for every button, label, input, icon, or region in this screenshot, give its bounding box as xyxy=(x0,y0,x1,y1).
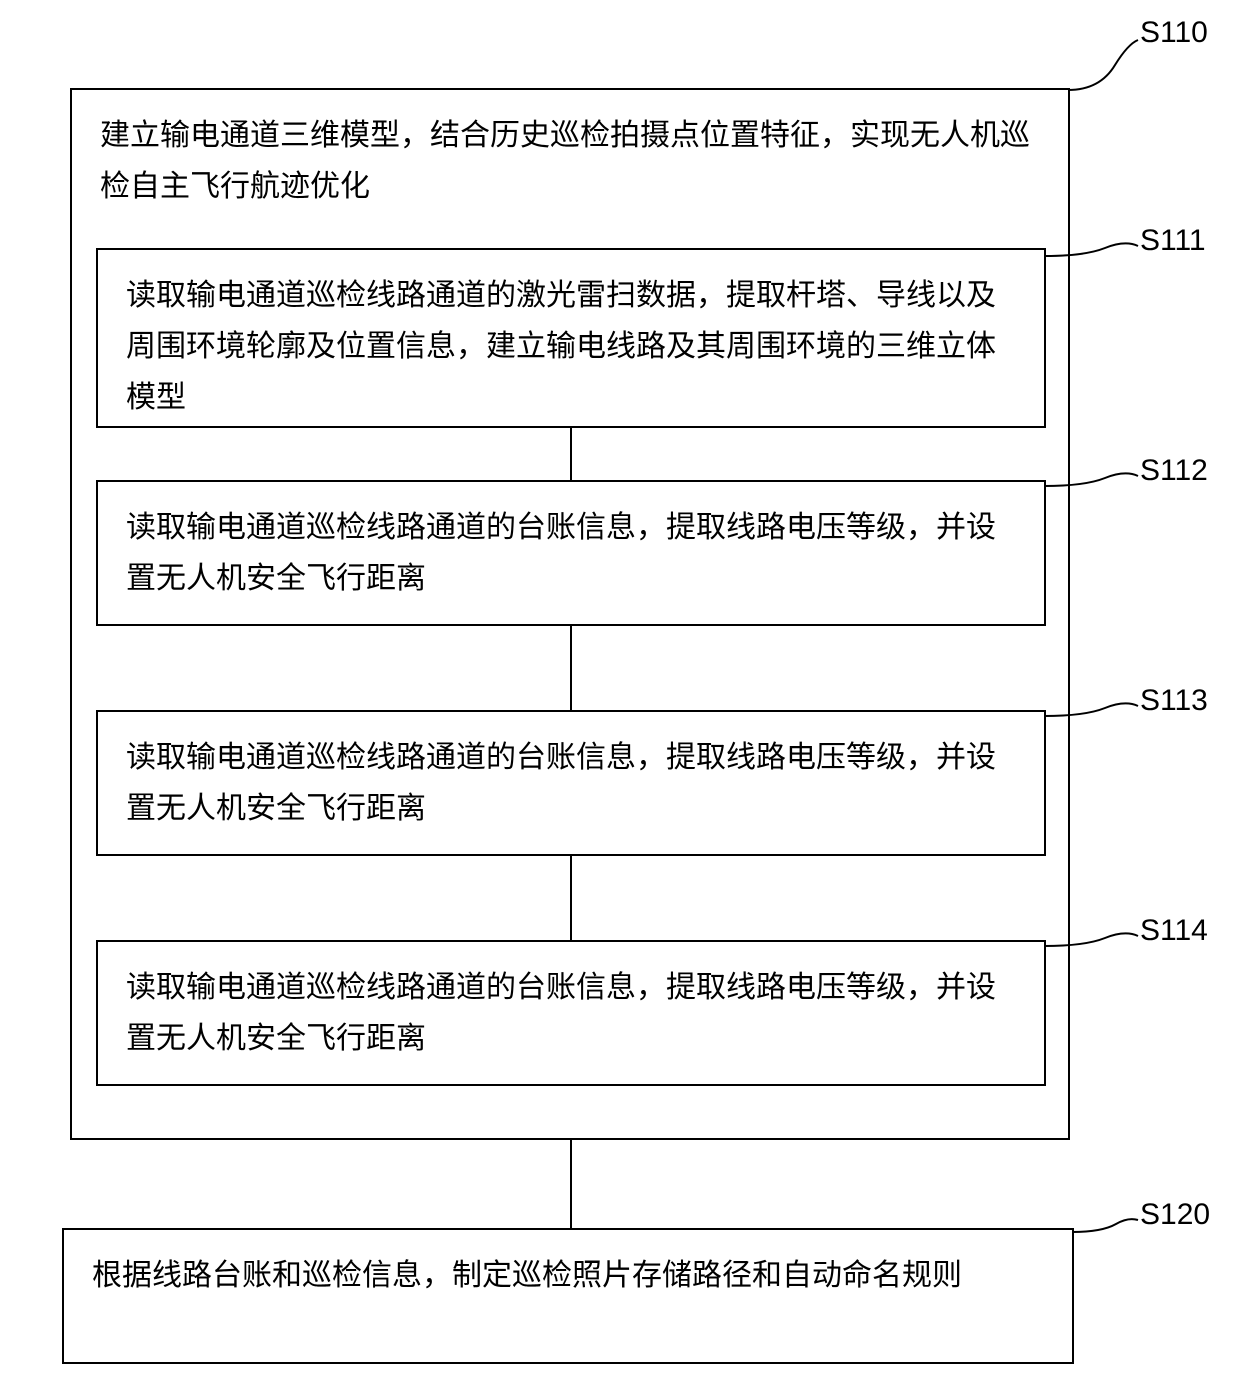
box-s114: 读取输电通道巡检线路通道的台账信息，提取线路电压等级，并设置无人机安全飞行距离 xyxy=(96,940,1046,1086)
box-s110-text: 建立输电通道三维模型，结合历史巡检拍摄点位置特征，实现无人机巡检自主飞行航迹优化 xyxy=(100,110,1040,212)
box-s112: 读取输电通道巡检线路通道的台账信息，提取线路电压等级，并设置无人机安全飞行距离 xyxy=(96,480,1046,626)
box-s111: 读取输电通道巡检线路通道的激光雷扫数据，提取杆塔、导线以及周围环境轮廓及位置信息… xyxy=(96,248,1046,428)
label-s111: S111 xyxy=(1140,224,1206,258)
box-s112-text: 读取输电通道巡检线路通道的台账信息，提取线路电压等级，并设置无人机安全飞行距离 xyxy=(126,502,1016,604)
connector-3 xyxy=(570,856,572,940)
box-s114-text: 读取输电通道巡检线路通道的台账信息，提取线路电压等级，并设置无人机安全飞行距离 xyxy=(126,962,1016,1064)
box-s111-text: 读取输电通道巡检线路通道的激光雷扫数据，提取杆塔、导线以及周围环境轮廓及位置信息… xyxy=(126,270,1016,423)
label-s112: S112 xyxy=(1140,454,1208,488)
label-s120: S120 xyxy=(1140,1198,1210,1232)
connector-4 xyxy=(570,1140,572,1228)
box-s120: 根据线路台账和巡检信息，制定巡检照片存储路径和自动命名规则 xyxy=(62,1228,1074,1364)
connector-1 xyxy=(570,428,572,480)
box-s113-text: 读取输电通道巡检线路通道的台账信息，提取线路电压等级，并设置无人机安全飞行距离 xyxy=(126,732,1016,834)
connector-2 xyxy=(570,626,572,710)
box-s113: 读取输电通道巡检线路通道的台账信息，提取线路电压等级，并设置无人机安全飞行距离 xyxy=(96,710,1046,856)
label-s114: S114 xyxy=(1140,914,1208,948)
label-s110: S110 xyxy=(1140,16,1208,50)
label-s113: S113 xyxy=(1140,684,1208,718)
box-s120-text: 根据线路台账和巡检信息，制定巡检照片存储路径和自动命名规则 xyxy=(92,1250,1044,1301)
